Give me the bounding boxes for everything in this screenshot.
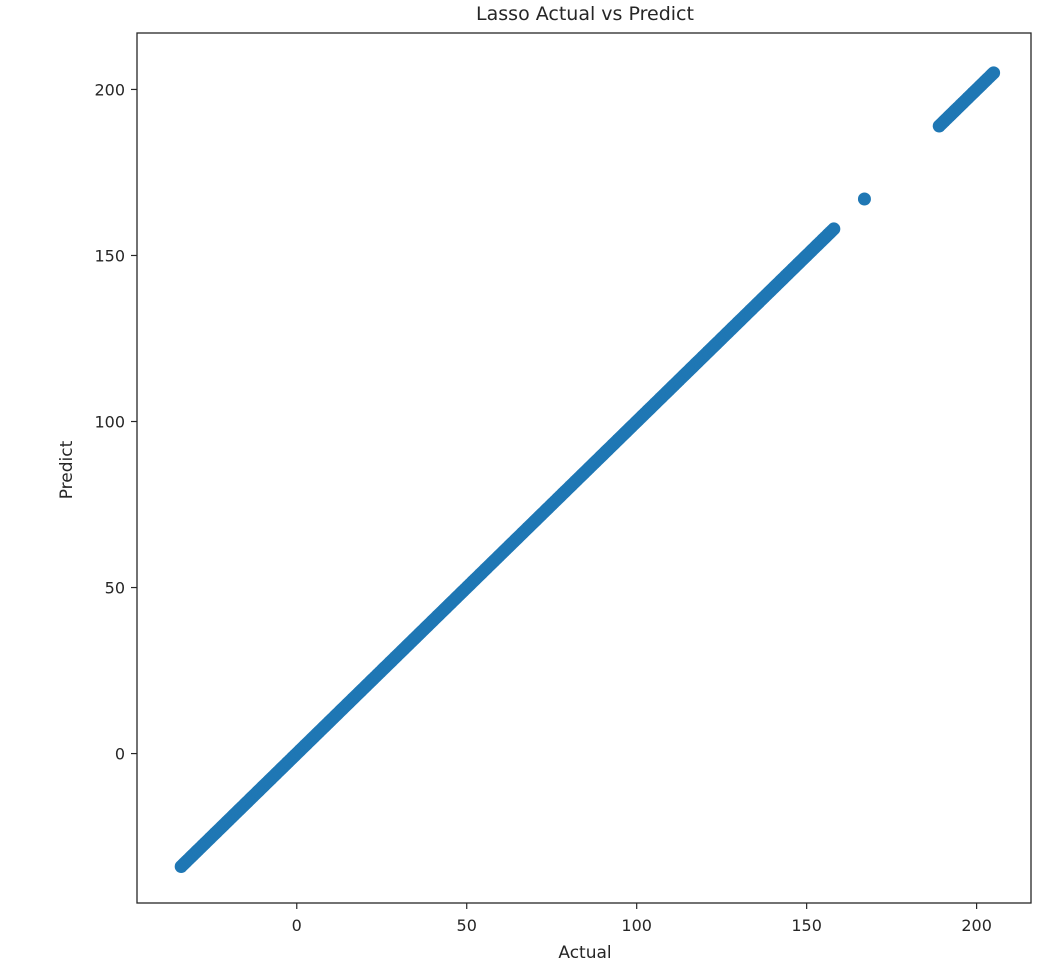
x-tick-label: 50 <box>457 916 477 935</box>
x-tick-label: 0 <box>292 916 302 935</box>
points-layer <box>174 66 1001 873</box>
data-point <box>857 192 871 206</box>
y-axis-label: Predict <box>57 440 77 499</box>
y-tick-label: 200 <box>94 80 125 99</box>
chart-title: Lasso Actual vs Predict <box>476 3 694 25</box>
x-tick-label: 200 <box>961 916 992 935</box>
x-tick-label: 150 <box>791 916 822 935</box>
y-axis: 0 50 100 150 200 <box>94 80 137 764</box>
x-tick-label: 100 <box>621 916 652 935</box>
y-tick-label: 100 <box>94 413 125 432</box>
y-tick-label: 50 <box>105 579 125 598</box>
data-point <box>987 66 1001 80</box>
plot-frame <box>136 32 1032 904</box>
x-axis: 0 50 100 150 200 <box>292 903 992 935</box>
y-tick-label: 0 <box>115 745 125 764</box>
y-tick-label: 150 <box>94 246 125 265</box>
data-point <box>827 222 841 236</box>
x-axis-label: Actual <box>558 943 611 963</box>
